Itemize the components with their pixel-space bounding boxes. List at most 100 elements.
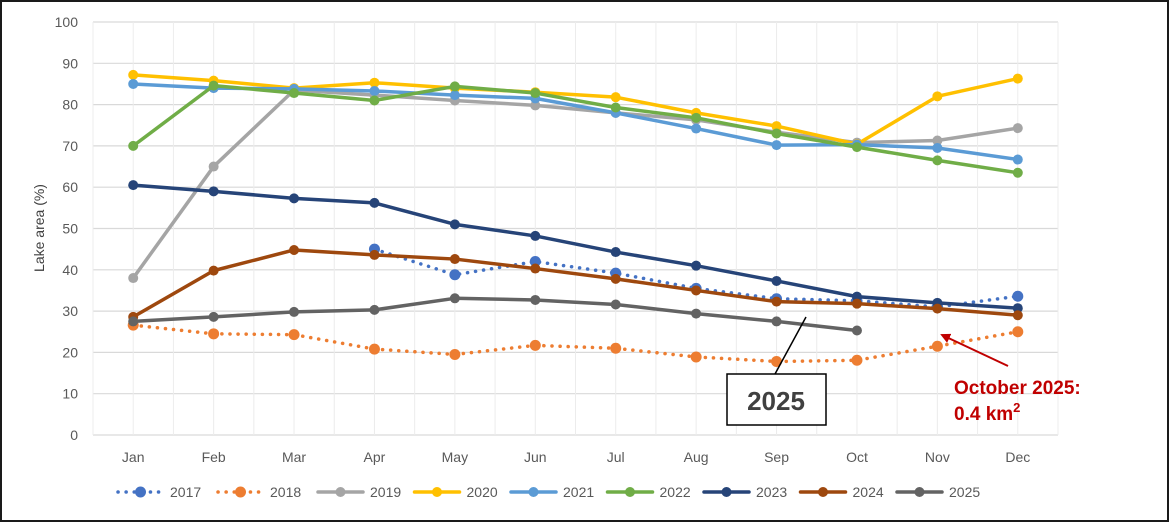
x-tick-label: Jan [122,449,145,465]
data-point-2017 [529,256,541,268]
callout-2025-box [726,373,827,426]
data-point-2018 [288,329,300,341]
series-line-2017 [372,247,1020,309]
y-tick-label: 10 [62,386,78,402]
data-point-2025 [610,299,621,310]
data-point-2025 [289,306,300,317]
legend-item-2017: 2017 [116,484,201,500]
data-point-2018 [690,351,702,363]
data-point-2021 [691,123,702,134]
legend-label-2019: 2019 [370,484,401,500]
y-axis-ticks: 0 10 20 30 40 50 60 70 80 90 100 [55,14,79,443]
legend-item-2019: 2019 [316,484,401,500]
gridlines [92,21,1059,436]
y-tick-label: 50 [62,221,78,237]
data-point-2018 [208,328,220,340]
legend-label-2023: 2023 [756,484,787,500]
data-point-2023 [530,230,541,241]
october-annotation-arrow [940,333,1009,367]
x-tick-label: Oct [846,449,868,465]
legend-marker-2024 [818,487,828,497]
legend-item-2024: 2024 [798,484,884,500]
october-2025-annotation: October 2025: 0.4 km2 [940,333,1081,425]
y-tick-label: 20 [62,344,78,360]
legend-label-2025: 2025 [949,484,980,500]
data-point-2021 [128,78,139,89]
legend-marker-2018 [235,486,246,498]
data-point-2024 [369,249,380,260]
data-point-2022 [771,128,782,139]
data-point-2020 [932,91,943,102]
data-point-2021 [369,85,380,96]
legend-label-2018: 2018 [270,484,301,500]
x-tick-label: May [442,449,468,465]
legend-label-2017: 2017 [170,484,201,500]
data-point-2024 [771,296,782,307]
data-point-2025 [369,304,380,315]
y-tick-label: 60 [62,179,78,195]
data-point-2024 [1012,310,1023,321]
data-point-2022 [691,112,702,123]
legend-marker-2019 [335,487,346,497]
y-tick-label: 90 [62,55,78,71]
data-point-2018 [368,343,380,355]
legend-marker-2023 [721,487,732,497]
x-tick-label: Feb [202,449,226,465]
data-point-2023 [691,260,702,271]
october-annotation-line1: October 2025: [954,378,1081,399]
data-point-2024 [530,263,541,274]
data-point-2021 [932,142,943,153]
data-point-2023 [449,219,460,230]
data-point-2025 [691,308,702,319]
x-tick-label: Apr [364,449,386,465]
series-2025 [128,293,862,336]
series-line-2021 [131,82,1020,162]
data-point-2023 [1012,303,1023,314]
callout-2025: 2025 [726,316,827,426]
legend-marker-2025 [914,487,925,497]
data-point-2023 [289,193,300,204]
data-point-2019 [530,100,541,111]
legend-marker-2021 [528,487,539,497]
x-tick-label: Nov [925,449,950,465]
legend-label-2021: 2021 [563,484,594,500]
data-point-2023 [771,275,782,286]
x-tick-label: Dec [1005,449,1030,465]
data-point-2022 [449,81,460,92]
data-point-2025 [208,311,219,322]
data-point-2019 [208,161,219,172]
data-point-2020 [771,121,782,132]
data-point-2023 [128,180,139,191]
legend-item-2025: 2025 [895,484,980,500]
october-annotation-value: 0.4 km [954,404,1013,425]
series-line-2020 [131,73,1020,146]
series-line-2023 [131,183,1020,310]
callout-2025-leader [774,316,807,375]
data-point-2018 [529,339,541,351]
october-annotation-line2: 0.4 km2 [954,400,1020,425]
data-point-2024 [610,273,621,284]
data-point-2022 [851,142,862,153]
data-point-2018 [610,342,622,354]
data-point-2025 [449,293,460,304]
data-point-2020 [1012,73,1023,84]
data-point-2025 [128,316,139,327]
data-point-2024 [449,254,460,265]
series-line-2022 [131,83,1020,175]
data-point-2022 [289,88,300,99]
series-2023 [128,180,1023,314]
data-point-2022 [1012,167,1023,178]
legend-item-2021: 2021 [509,484,594,500]
x-tick-label: Mar [282,449,306,465]
y-tick-label: 100 [55,14,79,30]
data-point-2019 [932,135,943,146]
series-2022 [128,80,1023,178]
data-point-2024 [851,298,862,309]
data-point-2019 [128,273,139,284]
data-point-2024 [289,244,300,255]
data-point-2025 [771,316,782,327]
x-tick-label: Jul [607,449,625,465]
legend-item-2022: 2022 [605,484,691,500]
series-line-2018 [131,323,1020,364]
